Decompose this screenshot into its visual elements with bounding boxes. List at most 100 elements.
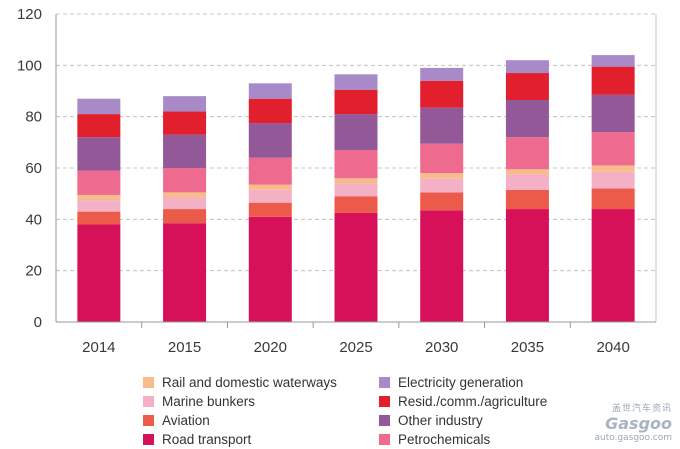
bars — [77, 55, 635, 322]
bar-segment — [334, 183, 378, 197]
bar-segment — [420, 173, 464, 179]
legend-swatch — [143, 395, 154, 407]
legend-item-other-industry: Other industry — [379, 411, 579, 429]
bar-segment — [163, 134, 207, 168]
bar-segment — [591, 55, 635, 67]
legend-item-road: Road transport — [143, 430, 379, 448]
x-tick-label: 2014 — [82, 339, 115, 356]
bar-segment — [420, 178, 464, 193]
y-tick-label: 60 — [25, 160, 42, 177]
bar-segment — [248, 202, 292, 217]
bar-segment — [591, 94, 635, 133]
bar-segment — [334, 212, 378, 322]
legend-item-aviation: Aviation — [143, 411, 379, 429]
bar-segment — [163, 168, 207, 193]
axes — [55, 14, 657, 328]
watermark-url: auto.gasgoo.com — [594, 433, 672, 443]
legend-item-resid: Resid./comm./agriculture — [379, 392, 579, 410]
bar-segment — [163, 197, 207, 210]
bar-segment — [334, 178, 378, 184]
bar-segment — [334, 150, 378, 179]
bar-segment — [591, 66, 635, 95]
legend-label: Electricity generation — [398, 374, 524, 390]
bar-segment — [77, 98, 121, 115]
bar-segment — [163, 192, 207, 198]
bar-segment — [248, 83, 292, 99]
bar-segment — [334, 74, 378, 90]
bar-segment — [505, 60, 549, 74]
x-tick-label: 2020 — [254, 339, 287, 356]
x-tick-labels: 2014 2015 2020 2025 2030 2035 2040 — [82, 339, 630, 356]
legend-swatch — [143, 376, 154, 388]
bar-segment — [420, 107, 464, 144]
watermark-logo: Gasgoo — [605, 414, 672, 433]
bar-segment — [77, 137, 121, 171]
bar-segment — [420, 80, 464, 108]
legend-label: Aviation — [162, 412, 210, 428]
bar-segment — [505, 99, 549, 138]
bar-segment — [77, 170, 121, 195]
bar-segment — [505, 137, 549, 170]
bar-segment — [77, 211, 121, 225]
legend-swatch — [379, 414, 390, 426]
bar-segment — [591, 209, 635, 322]
bar-segment — [420, 210, 464, 322]
x-tick-label: 2035 — [511, 339, 544, 356]
y-tick-label: 80 — [25, 109, 42, 126]
bar-segment — [163, 223, 207, 322]
watermark: 盖世汽车资讯 Gasgoo auto.gasgoo.com — [594, 401, 672, 443]
bar-segment — [77, 194, 121, 201]
bar-segment — [248, 98, 292, 124]
legend-swatch — [379, 376, 390, 388]
legend-label: Marine bunkers — [162, 393, 256, 409]
legend-label: Rail and domestic waterways — [162, 374, 337, 390]
bar-segment — [248, 184, 292, 190]
legend-label: Other industry — [398, 412, 483, 428]
y-tick-label: 40 — [25, 211, 42, 228]
legend-label: Petrochemicals — [398, 431, 491, 447]
legend-item-marine: Marine bunkers — [143, 392, 379, 410]
x-tick-label: 2040 — [596, 339, 629, 356]
bar-segment — [505, 174, 549, 190]
bar-segment — [77, 224, 121, 322]
y-tick-label: 20 — [25, 263, 42, 280]
bar-segment — [505, 73, 549, 100]
bar-segment — [334, 196, 378, 213]
bar-segment — [591, 171, 635, 189]
x-tick-label: 2030 — [425, 339, 458, 356]
bar-segment — [591, 188, 635, 210]
bar-segment — [248, 189, 292, 203]
legend-swatch — [143, 414, 154, 426]
legend-item-electricity: Electricity generation — [379, 373, 579, 391]
bar-segment — [334, 89, 378, 115]
watermark-chinese: 盖世汽车资讯 — [611, 404, 672, 414]
legend-swatch — [143, 433, 154, 445]
legend-swatch — [379, 433, 390, 445]
y-tick-label: 0 — [34, 314, 42, 331]
legend: Rail and domestic waterways Electricity … — [143, 373, 583, 448]
y-tick-label: 120 — [17, 6, 42, 23]
x-tick-label: 2015 — [168, 339, 201, 356]
legend-label: Resid./comm./agriculture — [398, 393, 548, 409]
bar-segment — [420, 192, 464, 211]
y-tick-label: 100 — [17, 57, 42, 74]
bar-segment — [334, 114, 378, 151]
bar-segment — [591, 132, 635, 166]
bar-segment — [163, 96, 207, 112]
x-tick-label: 2025 — [339, 339, 372, 356]
y-tick-labels: 0 20 40 60 80 100 120 — [17, 6, 42, 331]
grid-lines — [56, 13, 656, 272]
bar-segment — [77, 114, 121, 138]
bar-segment — [77, 200, 121, 212]
legend-label: Road transport — [162, 431, 252, 447]
bar-segment — [163, 111, 207, 135]
bar-segment — [591, 165, 635, 172]
bar-segment — [420, 67, 464, 81]
bar-segment — [505, 189, 549, 210]
bar-segment — [248, 216, 292, 322]
bar-segment — [505, 169, 549, 175]
legend-swatch — [379, 395, 390, 407]
bar-segment — [248, 123, 292, 158]
legend-item-petrochemicals: Petrochemicals — [379, 430, 579, 448]
